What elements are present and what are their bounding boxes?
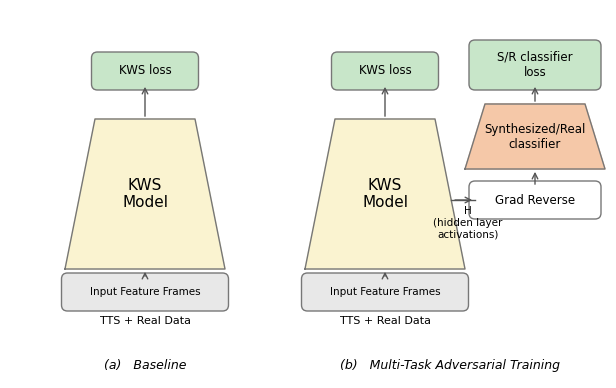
Text: Grad Reverse: Grad Reverse [495,194,575,206]
FancyBboxPatch shape [469,40,601,90]
FancyBboxPatch shape [331,52,439,90]
Polygon shape [65,119,225,269]
Text: Input Feature Frames: Input Feature Frames [90,287,200,297]
FancyBboxPatch shape [92,52,198,90]
Text: (b)   Multi-Task Adversarial Training: (b) Multi-Task Adversarial Training [340,360,560,372]
Text: KWS
Model: KWS Model [122,178,168,210]
Text: KWS loss: KWS loss [119,64,171,78]
FancyBboxPatch shape [469,181,601,219]
Text: KWS loss: KWS loss [359,64,411,78]
Text: Input Feature Frames: Input Feature Frames [330,287,440,297]
Text: S/R classifier
loss: S/R classifier loss [497,51,573,79]
Text: Synthesized/Real
classifier: Synthesized/Real classifier [484,123,586,151]
FancyBboxPatch shape [301,273,469,311]
Text: KWS
Model: KWS Model [362,178,408,210]
Text: TTS + Real Data: TTS + Real Data [339,316,431,326]
Text: (a)   Baseline: (a) Baseline [103,360,186,372]
FancyBboxPatch shape [62,273,229,311]
Polygon shape [465,104,605,169]
Text: TTS + Real Data: TTS + Real Data [100,316,190,326]
Polygon shape [305,119,465,269]
Text: H
(hidden layer
activations): H (hidden layer activations) [434,206,503,239]
